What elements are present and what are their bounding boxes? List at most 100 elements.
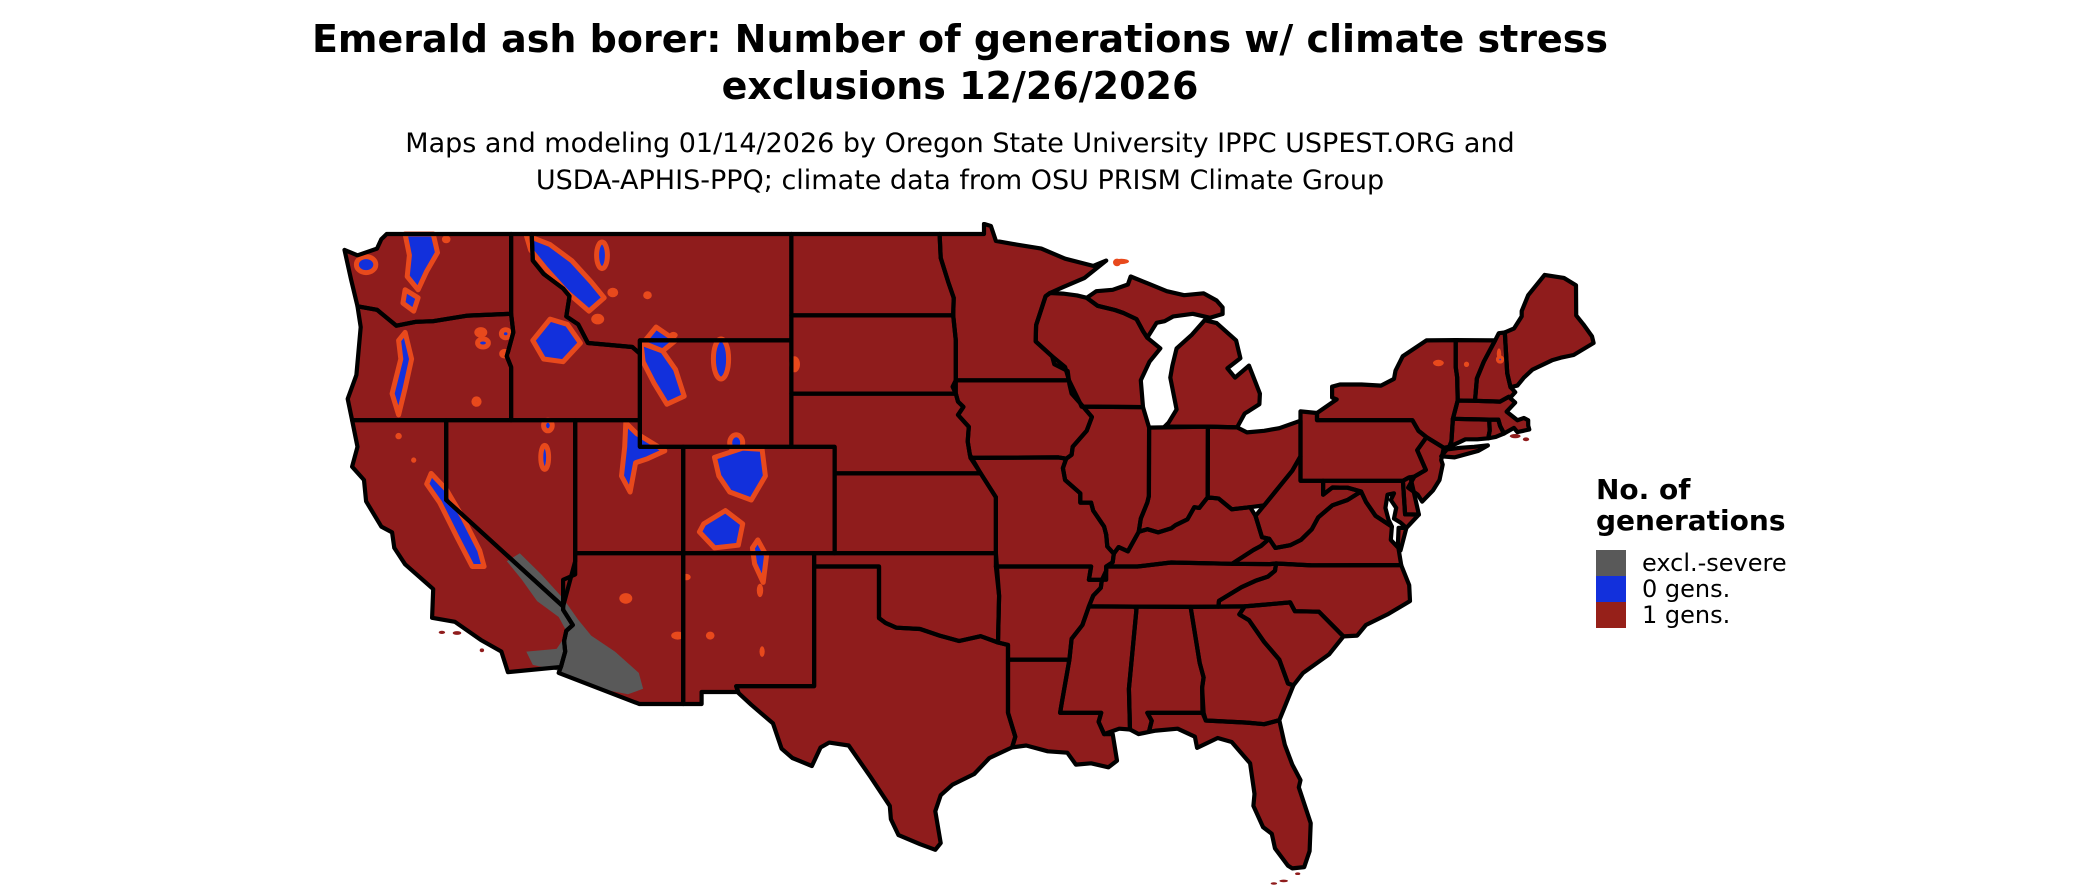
state-border-mi [1162,318,1262,430]
zero-generations-area [696,508,746,551]
state-shape-in [1138,426,1208,533]
legend-swatch [1596,602,1626,628]
zero-generations-area [710,336,732,382]
state-shape-wa [344,234,512,326]
legend-item: 1 gens. [1596,601,1787,629]
zero-generations-area [523,232,607,314]
state-shape-ny [1317,340,1458,448]
legend-item: excl.-severe [1596,549,1787,577]
state-fills [344,223,1594,869]
stress-fringe-speck [1433,359,1444,367]
map-subtitle-line1: Maps and modeling 01/14/2026 by Oregon S… [405,128,1515,159]
state-shape-nm [683,553,815,704]
legend-item-label: 1 gens. [1642,601,1731,629]
zero-generations-area [402,231,440,293]
map-title-line2: exclusions 12/26/2026 [721,64,1199,108]
map-subtitle-line2: USDA-APHIS-PPQ; climate data from OSU PR… [535,165,1385,196]
legend-item-label: 0 gens. [1642,575,1731,603]
state-border-me [1502,272,1596,390]
state-shape-ky [1106,497,1270,567]
stress-fringe-speck [1113,258,1129,265]
island-shape [1270,882,1278,885]
legend-title: No. of generations [1596,473,1786,537]
stress-fringe-speck [591,313,605,325]
state-shape-tn [1088,562,1277,607]
legend-item: 0 gens. [1596,575,1787,603]
state-borders [342,222,1596,871]
state-shape-me [1504,274,1594,388]
zero-generations-area [424,470,487,569]
zero-generations-area [530,316,583,365]
zero-generations-area [475,336,491,350]
state-shape-sc [1239,602,1344,686]
state-border-nc [1216,561,1413,639]
island-shape [1522,437,1530,442]
state-shape-sd [791,315,956,394]
state-shape-wy [639,340,792,447]
zero-generations-area [619,420,668,495]
stress-fringe-speck [474,327,488,338]
stress-fringe-speck [705,631,715,640]
island-shape [479,648,485,653]
stress-fringe-speck [395,432,402,440]
zero-generations-area [498,327,513,341]
stress-fringe-speck [619,593,633,604]
state-shape-ms [1060,606,1137,735]
state-shape-mo [970,457,1114,580]
state-shape-al [1128,606,1204,735]
stress-fringe-speck [411,457,417,463]
state-shape-id [506,234,640,421]
legend-swatch [1596,576,1626,602]
zero-generations-area [638,340,687,407]
state-shape-ct [1449,418,1490,447]
stress-fringe-speck [671,631,685,640]
zero-generations-area [389,329,415,418]
state-border-nj [1406,435,1446,504]
legend-items: excl.-severe 0 gens. 1 gens. [1596,549,1787,629]
state-shape-pa [1300,411,1427,481]
stress-fringe-speck [607,287,619,298]
state-shape-ia [955,380,1092,459]
state-border-fl [1145,710,1313,871]
zero-generations-area [353,254,379,276]
zero-generations-area [594,239,610,272]
island-shape [438,630,446,634]
state-shape-ga [1190,606,1294,725]
map-title-line1: Emerald ash borer: Number of generations… [311,17,1609,61]
legend-swatch [1596,550,1626,576]
stress-fringe-speck [441,235,451,244]
state-border-va [1395,525,1409,553]
island-shape [1295,872,1301,875]
legend-item-label: excl.-severe [1642,549,1787,577]
state-shape-wi [1035,293,1161,408]
state-border-mi [1084,274,1225,340]
zero-generations-area [538,442,552,472]
state-border-tx [734,564,1018,852]
state-shape-wv [1255,456,1362,548]
state-shape-ks [834,473,996,554]
island-shape [1279,879,1288,883]
stress-fringe-speck [1463,361,1470,367]
stress-fringe-speck [756,583,764,598]
state-shape-nd [791,234,954,316]
stress-fringe-speck [643,291,652,300]
state-shape-fl [1147,712,1311,869]
state-shape-ar [995,566,1102,660]
island-shape [452,631,462,635]
state-shape-ne [791,393,981,474]
state-border-ny [1439,443,1490,460]
stress-fringe-speck [759,646,765,657]
state-shape-nc [1218,563,1410,637]
state-border-az [556,551,686,707]
zero-generations-area [471,396,482,407]
state-shape-mi [1086,276,1223,338]
state-border-md [1321,478,1421,530]
state-shape-or [347,306,514,421]
state-shape-mn [939,223,1107,381]
state-shape-ok [814,553,1000,643]
map-subtitle: Maps and modeling 01/14/2026 by Oregon S… [5,125,1915,199]
stress-fringe-speck [669,331,678,339]
us-map [342,222,1596,885]
map-legend: No. of generations excl.-severe 0 gens. 1 … [1596,473,1787,629]
